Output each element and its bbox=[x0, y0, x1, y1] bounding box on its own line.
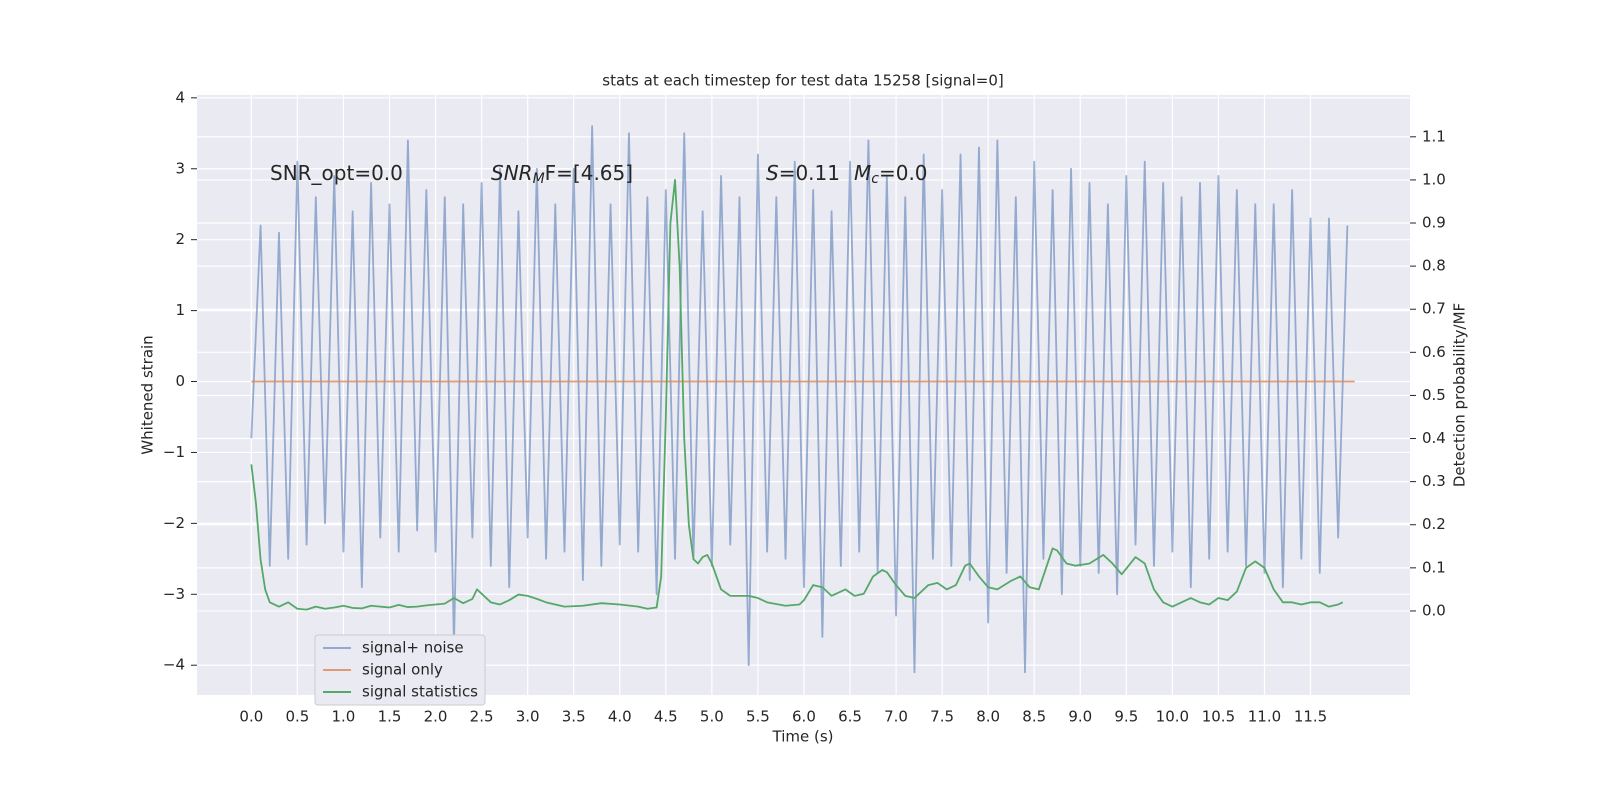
x-tick-label: 5.0 bbox=[700, 708, 724, 726]
legend-box bbox=[314, 634, 486, 706]
x-tick-label: 7.5 bbox=[930, 708, 954, 726]
x-tick-label: 7.0 bbox=[884, 708, 908, 726]
x-tick-label: 4.5 bbox=[654, 708, 678, 726]
y-tick-label: 4 bbox=[175, 88, 185, 106]
y2-tick-label: 0.5 bbox=[1422, 386, 1446, 404]
legend-label: signal+ noise bbox=[362, 639, 464, 657]
y2-axis-label: Detection probability/MF bbox=[1451, 303, 1469, 487]
series-line bbox=[250, 125, 1349, 674]
x-tick-label: 11.0 bbox=[1248, 708, 1281, 726]
x-tick-label: 3.0 bbox=[516, 708, 540, 726]
y-tick-label: 3 bbox=[175, 159, 185, 177]
x-tick-label: 3.5 bbox=[562, 708, 586, 726]
x-tick-label: 9.5 bbox=[1114, 708, 1138, 726]
x-axis-label: Time (s) bbox=[772, 728, 834, 746]
y2-tick-label: 0.7 bbox=[1422, 300, 1446, 318]
marks bbox=[250, 125, 1355, 674]
y2-tick-label: 0.8 bbox=[1422, 257, 1446, 275]
series-line bbox=[250, 179, 1344, 611]
legend-label: signal only bbox=[362, 661, 443, 679]
x-tick-label: 1.0 bbox=[332, 708, 356, 726]
x-tick-label: 10.0 bbox=[1156, 708, 1189, 726]
x-tick-label: 6.5 bbox=[838, 708, 862, 726]
y-tick-label: 1 bbox=[175, 301, 185, 319]
x-tick-label: 9.0 bbox=[1068, 708, 1092, 726]
y2-tick-label: 1.1 bbox=[1422, 127, 1446, 145]
x-tick-label: 2.5 bbox=[470, 708, 494, 726]
x-tick-label: 0.5 bbox=[285, 708, 309, 726]
y2-tick-label: 0.3 bbox=[1422, 472, 1446, 490]
x-tick-label: 2.0 bbox=[424, 708, 448, 726]
x-tick-label: 10.5 bbox=[1202, 708, 1235, 726]
x-tick-label: 5.5 bbox=[746, 708, 770, 726]
x-tick-label: 11.5 bbox=[1294, 708, 1327, 726]
y2-tick-label: 0.9 bbox=[1422, 214, 1446, 232]
legend: signal+ noise signal only signal statistic… bbox=[314, 634, 486, 706]
chart-title: stats at each timestep for test data 152… bbox=[602, 72, 1003, 90]
annotation: SNRMF=[4.65] bbox=[491, 161, 633, 188]
y-tick-label: −1 bbox=[163, 443, 185, 461]
y-tick-label: −3 bbox=[163, 585, 185, 603]
annotation: S=0.11 Mc=0.0 bbox=[766, 161, 928, 188]
x-tick-label: 8.5 bbox=[1022, 708, 1046, 726]
y2-tick-label: 0.0 bbox=[1422, 601, 1446, 619]
x-tick-label: 0.0 bbox=[239, 708, 263, 726]
y-tick-label: 2 bbox=[175, 230, 185, 248]
y-tick-label: −2 bbox=[163, 514, 185, 532]
annotation: SNR_opt=0.0 bbox=[270, 161, 403, 185]
y-tick-label: 0 bbox=[175, 372, 185, 390]
y-axis-label: Whitened strain bbox=[139, 335, 157, 454]
y2-tick-label: 0.6 bbox=[1422, 343, 1446, 361]
x-tick-label: 4.0 bbox=[608, 708, 632, 726]
y2-tick-label: 0.1 bbox=[1422, 558, 1446, 576]
x-tick-label: 1.5 bbox=[378, 708, 402, 726]
y2-tick-label: 0.4 bbox=[1422, 429, 1446, 447]
x-tick-label: 8.0 bbox=[976, 708, 1000, 726]
y-tick-label: −4 bbox=[163, 656, 185, 674]
legend-label: signal statistics bbox=[362, 683, 478, 701]
y2-tick-label: 1.0 bbox=[1422, 170, 1446, 188]
y2-tick-label: 0.2 bbox=[1422, 515, 1446, 533]
x-tick-label: 6.0 bbox=[792, 708, 816, 726]
